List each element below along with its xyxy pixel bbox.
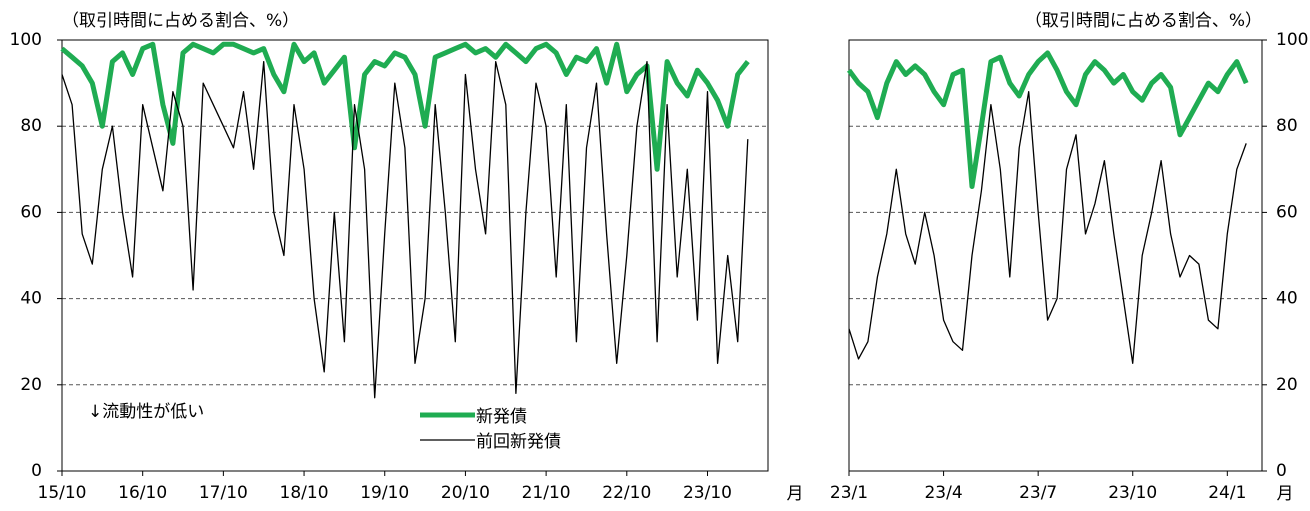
- y-tick-label: 60: [1276, 202, 1298, 222]
- y-tick-label: 60: [20, 202, 42, 222]
- x-tick-label: 17/10: [199, 483, 248, 503]
- x-tick-label: 21/10: [522, 483, 571, 503]
- x-tick-label: 22/10: [602, 483, 651, 503]
- series-line: [848, 91, 1247, 364]
- x-tick-label: 16/10: [118, 483, 167, 503]
- y-tick-label: 100: [10, 30, 42, 50]
- series-line: [846, 50, 1249, 189]
- x-tick-label: 18/10: [280, 483, 329, 503]
- y-tick-label: 40: [20, 289, 42, 309]
- axis-label: （取引時間に占める割合、%）: [1025, 11, 1262, 31]
- y-tick-label: 100: [1276, 30, 1308, 50]
- y-tick-label: 0: [1276, 461, 1287, 481]
- legend-label: 前回新発債: [476, 432, 561, 452]
- plot-frame: [848, 39, 1263, 472]
- x-tick-label: 23/10: [1108, 483, 1157, 503]
- x-tick-label: 23/1: [830, 483, 868, 503]
- plot-frame: [61, 39, 769, 472]
- y-tick-label: 80: [1276, 116, 1298, 136]
- x-tick-label: 15/10: [38, 483, 87, 503]
- axis-label: （取引時間に占める割合、%）: [62, 11, 299, 31]
- x-tick-label: 23/10: [683, 483, 732, 503]
- annotation: ↓流動性が低い: [88, 402, 204, 422]
- x-tick-label: 19/10: [360, 483, 409, 503]
- x-tick-label: 23/7: [1019, 483, 1057, 503]
- x-tick-label: 24/1: [1208, 483, 1246, 503]
- y-tick-label: 40: [1276, 289, 1298, 309]
- y-tick-label: 20: [20, 375, 42, 395]
- x-tick-label: 23/4: [924, 483, 962, 503]
- x-tick-label: 20/10: [441, 483, 490, 503]
- y-tick-label: 20: [1276, 375, 1298, 395]
- y-tick-label: 80: [20, 116, 42, 136]
- x-axis-label: 月: [1277, 484, 1294, 504]
- y-tick-label: 0: [31, 461, 42, 481]
- series-line: [60, 41, 750, 172]
- x-axis-label: 月: [787, 484, 804, 504]
- series-line: [61, 60, 749, 399]
- legend-label: 新発債: [476, 407, 527, 427]
